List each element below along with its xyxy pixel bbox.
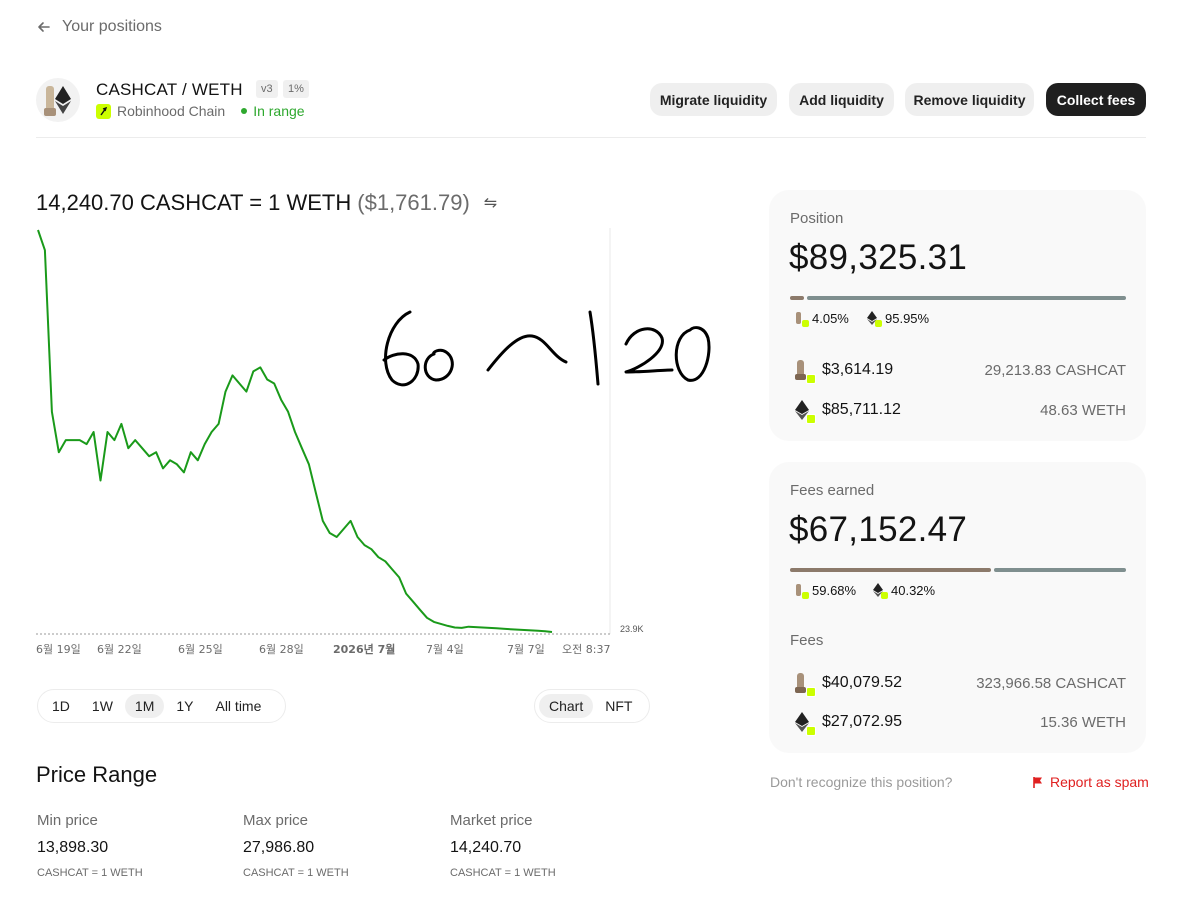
x-tick-label: 6월 25일 (178, 642, 223, 656)
weth-fee-amount: 15.36 WETH (1040, 713, 1126, 731)
fee-tier-tag: 1% (283, 80, 309, 98)
weth-fee-percent: 40.32% (870, 582, 936, 599)
fees-earned-label: Fees earned (790, 482, 875, 499)
timeframe-1m[interactable]: 1M (124, 694, 165, 718)
flag-icon (1033, 776, 1042, 788)
timeframe-1d[interactable]: 1D (42, 694, 80, 718)
cashcat-fee-percent-value: 59.68% (812, 582, 857, 598)
weth-amount: 48.63 WETH (1040, 401, 1126, 419)
unrecognized-text: Don't recognize this position? (770, 774, 953, 790)
cashcat-fee-percent: 59.68% (791, 582, 857, 599)
cashcat-fee-usd: $40,079.52 (822, 674, 903, 691)
cashcat-icon (790, 671, 816, 697)
min-price-unit: CASHCAT = 1 WETH (37, 867, 143, 879)
max-price-label: Max price (243, 812, 309, 829)
weth-usd: $85,711.12 (822, 401, 901, 418)
ethereum-icon (864, 310, 882, 327)
price-usd: ($1,761.79) (357, 190, 470, 215)
x-tick-label: 6월 19일 (36, 642, 81, 656)
report-spam-label: Report as spam (1050, 774, 1149, 790)
max-price-unit: CASHCAT = 1 WETH (243, 867, 349, 879)
price-range-title: Price Range (36, 762, 158, 787)
fees-section-label: Fees (790, 632, 824, 649)
ethereum-icon (790, 710, 816, 736)
x-tick-label: 7월 7일 (507, 642, 545, 656)
max-price-block: Max price 27,986.80 CASHCAT = 1 WETH (243, 812, 349, 879)
cashcat-percent: 4.05% (791, 310, 849, 327)
position-header: CASHCAT / WETH v3 1% Robinhood Chain In … (36, 76, 1146, 138)
cashcat-usd: $3,614.19 (822, 361, 894, 378)
range-status-label: In range (253, 103, 305, 119)
cashcat-amount: 29,213.83 CASHCAT (984, 361, 1126, 379)
market-price-block: Market price 14,240.70 CASHCAT = 1 WETH (450, 812, 556, 879)
timeframe-1w[interactable]: 1W (82, 694, 123, 718)
x-tick-label: 오전 8:37 (562, 643, 610, 656)
weth-row: $85,711.12 48.63 WETH (790, 398, 1126, 424)
arrow-left-icon (38, 22, 50, 32)
cashcat-percent-value: 4.05% (812, 310, 849, 326)
cashcat-share-bar (790, 296, 804, 300)
status-dot-icon (241, 108, 248, 114)
weth-percent-value: 95.95% (885, 310, 930, 326)
min-price-block: Min price 13,898.30 CASHCAT = 1 WETH (37, 812, 143, 879)
min-price-value: 13,898.30 (37, 839, 109, 856)
robinhood-chain-icon (96, 103, 111, 119)
timeframe-1y[interactable]: 1Y (166, 694, 203, 718)
market-price-label: Market price (450, 812, 533, 829)
range-status: In range (241, 103, 305, 119)
swap-arrows-icon[interactable]: ⇋ (483, 195, 498, 212)
pair-logo (36, 78, 80, 122)
remove-liquidity-button[interactable]: Remove liquidity (905, 83, 1034, 116)
fees-earned-value: $67,152.47 (789, 510, 968, 549)
weth-fee-share-bar (994, 568, 1126, 572)
back-label: Your positions (62, 18, 162, 35)
cashcat-icon (791, 310, 809, 327)
collect-fees-button[interactable]: Collect fees (1046, 83, 1146, 116)
x-tick-label: 7월 4일 (426, 642, 464, 656)
version-tag: v3 (256, 80, 278, 98)
migrate-liquidity-button[interactable]: Migrate liquidity (650, 83, 777, 116)
position-card: Position $89,325.31 4.05% 95.95% $3,614.… (769, 190, 1146, 441)
report-spam-link[interactable]: Report as spam (1032, 774, 1149, 790)
price-chart[interactable]: 23.9K 6월 19일 6월 22일 6월 25일 6월 28일 2026년 7월 7월 … (36, 228, 656, 660)
timeframe-all-time[interactable]: All time (205, 694, 271, 718)
back-link[interactable]: Your positions (36, 18, 162, 36)
add-liquidity-button[interactable]: Add liquidity (789, 83, 894, 116)
fees-card: Fees earned $67,152.47 59.68% 40.32% Fee… (769, 462, 1146, 753)
weth-fee-usd: $27,072.95 (822, 713, 903, 730)
ethereum-icon (790, 398, 816, 424)
cashcat-row: $3,614.19 29,213.83 CASHCAT (790, 358, 1126, 384)
chain-name: Robinhood Chain (117, 103, 226, 119)
weth-share-bar (807, 296, 1126, 300)
view-toggle: Chart NFT (534, 689, 650, 723)
view-chart[interactable]: Chart (539, 694, 594, 718)
timeframe-selector: 1D 1W 1M 1Y All time (37, 689, 286, 723)
x-tick-label: 6월 22일 (97, 642, 142, 656)
view-nft[interactable]: NFT (595, 694, 642, 718)
max-price-value: 27,986.80 (243, 839, 315, 856)
x-tick-label: 6월 28일 (259, 642, 304, 656)
weth-fee-percent-value: 40.32% (891, 582, 936, 598)
cashcat-icon (790, 358, 816, 384)
position-value: $89,325.31 (789, 238, 968, 277)
pair-name: CASHCAT / WETH (96, 80, 243, 99)
x-tick-label: 2026년 7월 (333, 642, 395, 656)
cashcat-fee-row: $40,079.52 323,966.58 CASHCAT (790, 671, 1126, 697)
ethereum-icon (870, 582, 888, 599)
right-axis-label: 23.9K (620, 624, 644, 634)
price-line (37, 229, 553, 633)
market-price-value: 14,240.70 (450, 839, 522, 856)
position-label: Position (790, 210, 844, 227)
price-rate: 14,240.70 CASHCAT = 1 WETH (36, 190, 352, 215)
price-heading: 14,240.70 CASHCAT = 1 WETH ($1,761.79) ⇋ (36, 190, 497, 216)
weth-fee-row: $27,072.95 15.36 WETH (790, 710, 1126, 736)
market-price-unit: CASHCAT = 1 WETH (450, 867, 556, 879)
cashcat-fee-amount: 323,966.58 CASHCAT (976, 674, 1126, 692)
min-price-label: Min price (37, 812, 98, 829)
weth-percent: 95.95% (864, 310, 930, 327)
cashcat-fee-share-bar (790, 568, 991, 572)
cashcat-icon (791, 582, 809, 599)
